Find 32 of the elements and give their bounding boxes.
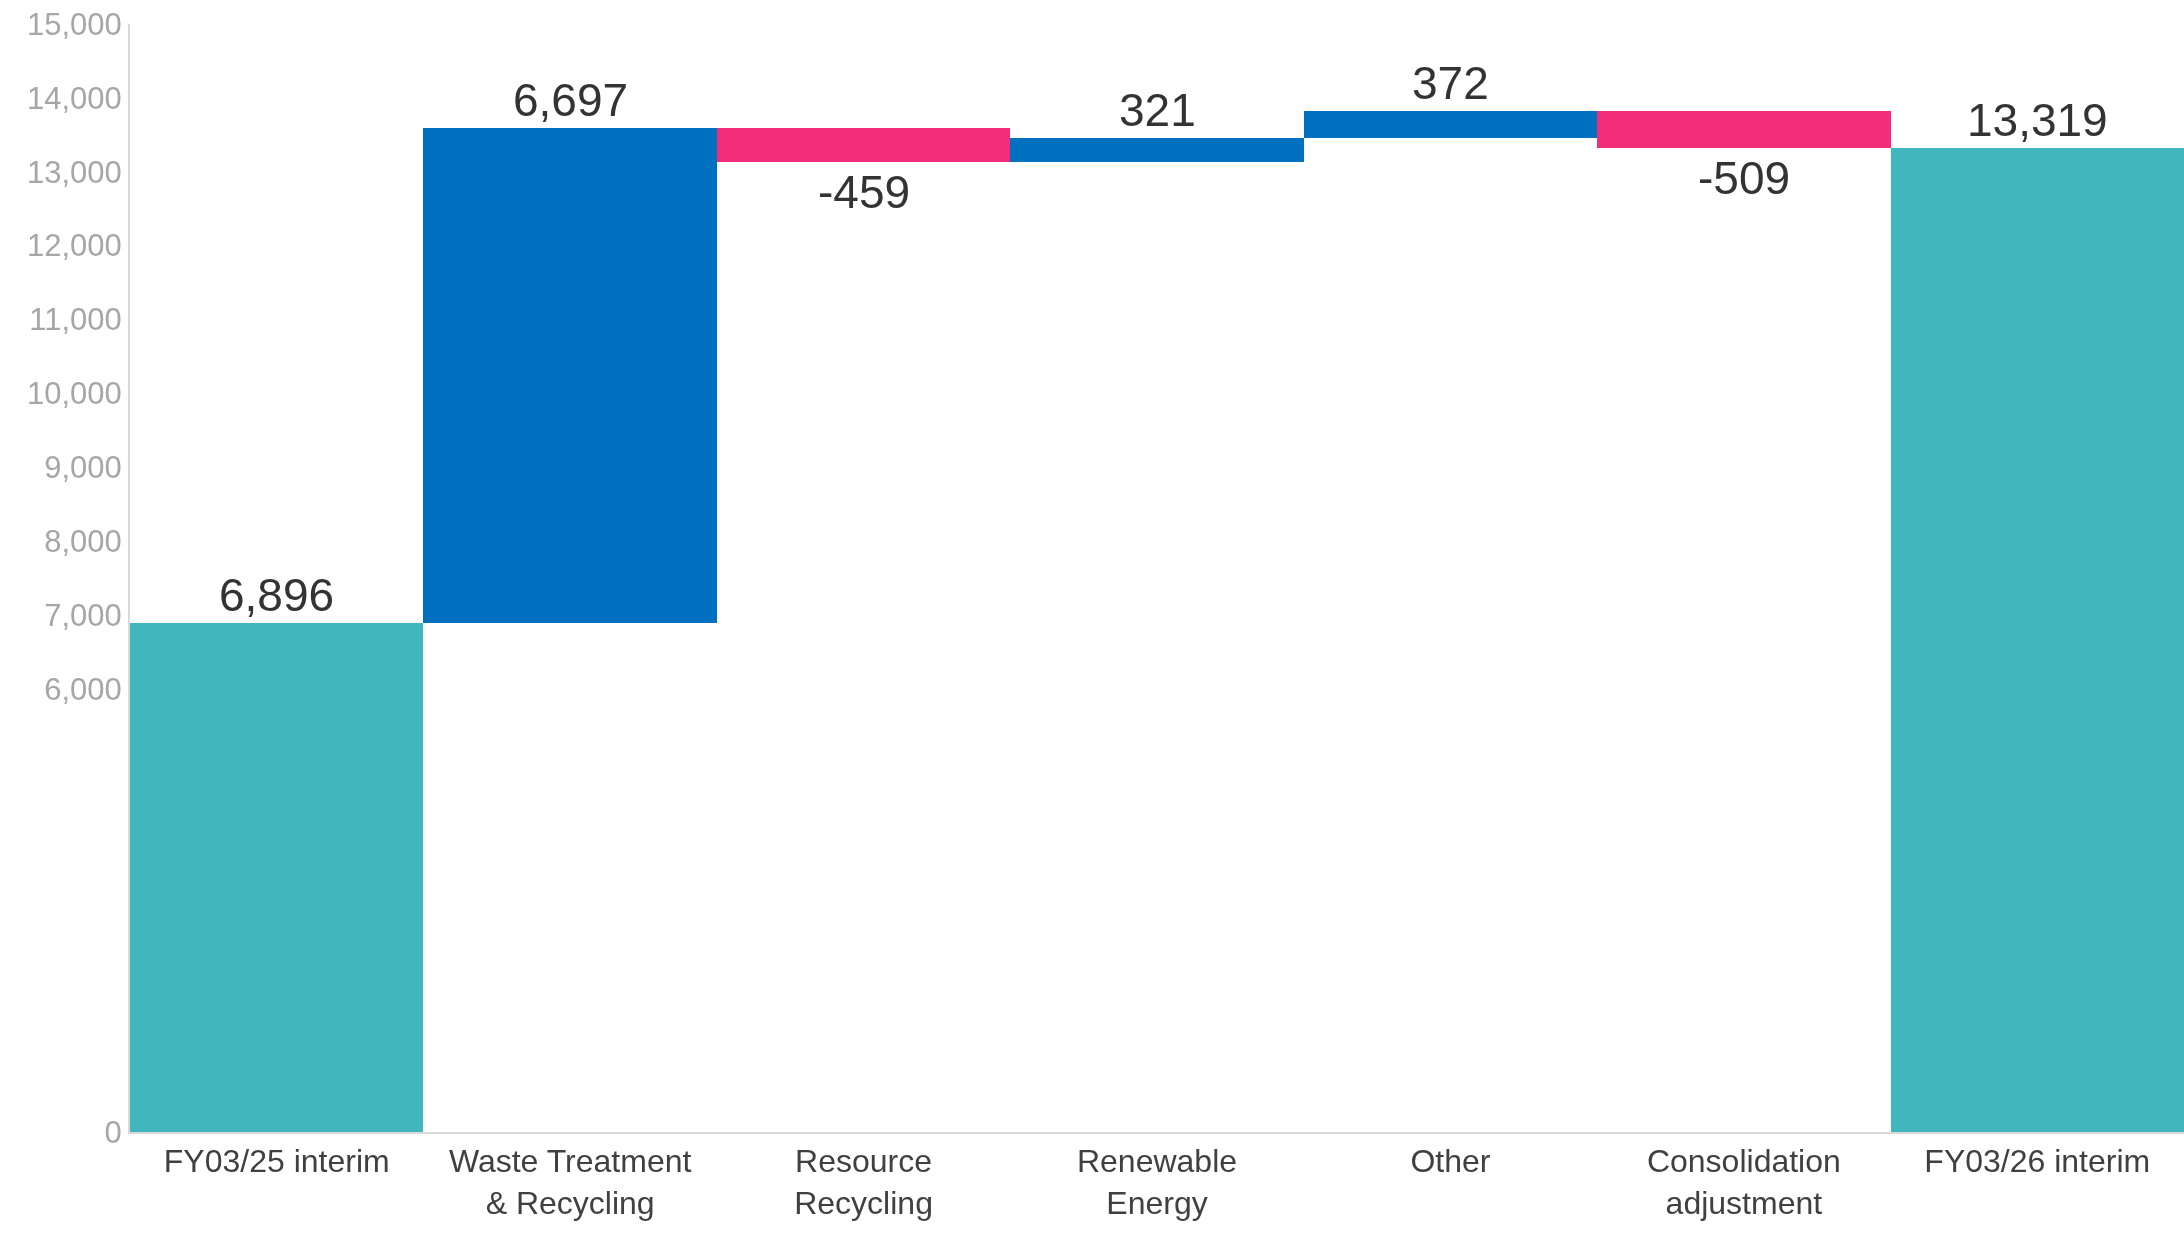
data-label: 6,896 bbox=[219, 569, 335, 621]
y-tick-label: 14,000 bbox=[26, 80, 122, 116]
y-tick-label: 8,000 bbox=[44, 523, 122, 559]
bar bbox=[1010, 138, 1304, 162]
y-tick-label: 15,000 bbox=[26, 6, 122, 42]
x-tick-label: Resource Recycling bbox=[794, 1143, 933, 1221]
data-label: 13,319 bbox=[1967, 94, 2108, 146]
x-tick-label: FY03/26 interim bbox=[1924, 1143, 2151, 1180]
bar bbox=[1891, 148, 2184, 1132]
y-tick-label: 13,000 bbox=[26, 154, 122, 190]
x-tick-label: Consolidation adjustment bbox=[1646, 1143, 1841, 1221]
y-tick-label: 10,000 bbox=[26, 376, 122, 412]
y-tick-label: 0 bbox=[104, 1114, 122, 1150]
data-label: 372 bbox=[1412, 57, 1489, 109]
bar bbox=[130, 623, 423, 1132]
y-tick-label: 6,000 bbox=[44, 671, 122, 707]
data-label: 321 bbox=[1119, 84, 1196, 136]
x-tick-label: Other bbox=[1410, 1143, 1491, 1180]
data-label: -509 bbox=[1698, 152, 1791, 204]
y-tick-label: 7,000 bbox=[44, 597, 122, 633]
data-label: 6,697 bbox=[513, 74, 629, 126]
y-tick-label: 11,000 bbox=[29, 302, 122, 338]
y-tick-label: 9,000 bbox=[44, 450, 122, 486]
x-tick-label: Renewable Energy bbox=[1076, 1143, 1238, 1221]
bar bbox=[1304, 111, 1597, 138]
bar bbox=[423, 128, 717, 623]
bar bbox=[717, 128, 1010, 162]
bar bbox=[1597, 111, 1891, 148]
data-label: -459 bbox=[818, 166, 911, 218]
x-tick-label: FY03/25 interim bbox=[163, 1143, 390, 1180]
y-tick-label: 12,000 bbox=[26, 228, 122, 264]
x-tick-label: Waste Treatment & Recycling bbox=[448, 1143, 692, 1221]
